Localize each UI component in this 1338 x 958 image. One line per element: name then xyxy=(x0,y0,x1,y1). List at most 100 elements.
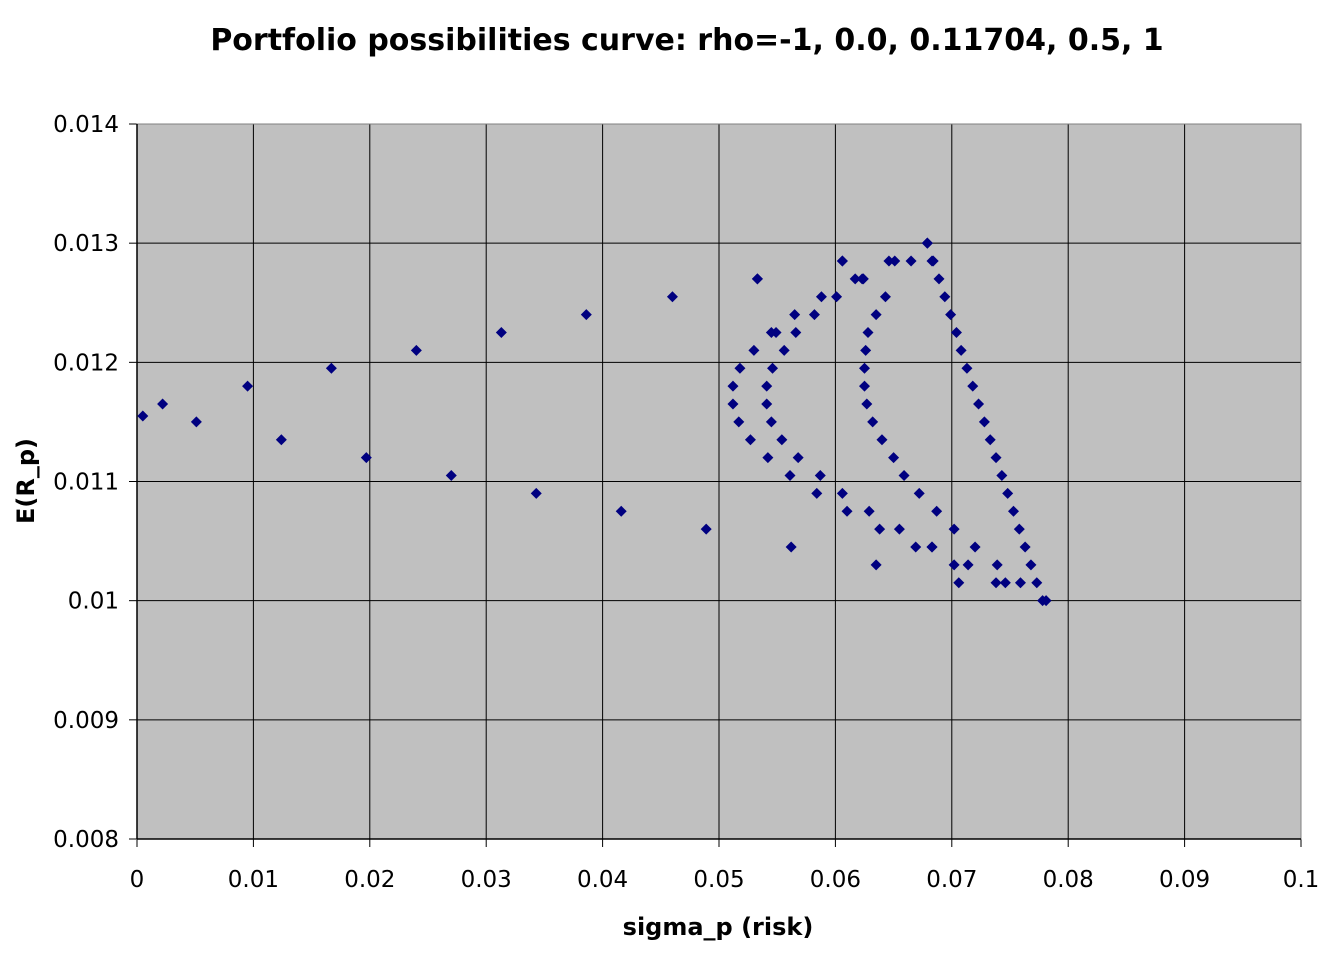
data-point-series-2 xyxy=(883,255,895,267)
data-point-series-4 xyxy=(991,559,1003,571)
y-axis-label: E(R_p) xyxy=(12,438,40,524)
data-point-series-4 xyxy=(898,470,910,482)
x-tick-label: 0.07 xyxy=(926,867,977,893)
data-point-series-2 xyxy=(762,452,774,464)
data-point-series-2 xyxy=(727,380,739,392)
x-tick-label: 0 xyxy=(130,867,145,893)
y-tick-label: 0.008 xyxy=(53,827,119,853)
data-point-series-5 xyxy=(939,291,951,303)
data-point-series-5 xyxy=(973,398,985,410)
x-tick-label: 0.02 xyxy=(344,867,395,893)
data-point-series-1 xyxy=(666,291,678,303)
data-point-series-3 xyxy=(808,309,820,321)
data-point-series-3 xyxy=(767,362,779,374)
x-axis-label: sigma_p (risk) xyxy=(623,913,814,941)
data-point-series-2 xyxy=(841,505,853,517)
x-tick-label: 0.01 xyxy=(228,867,279,893)
data-point-series-2 xyxy=(849,273,861,285)
data-point-series-3 xyxy=(962,559,974,571)
data-point-series-2 xyxy=(910,541,922,553)
data-point-series-5 xyxy=(927,255,939,267)
x-tick-label: 0.1 xyxy=(1283,867,1320,893)
data-point-series-4 xyxy=(860,344,872,356)
data-point-series-1 xyxy=(530,487,542,499)
data-point-series-3 xyxy=(792,452,804,464)
data-point-series-4 xyxy=(879,291,891,303)
data-point-series-5 xyxy=(967,380,979,392)
y-axis-tick-labels: 0.014 0.013 0.012 0.011 0.01 0.009 0.008 xyxy=(53,112,119,853)
data-point-series-3 xyxy=(814,470,826,482)
axes xyxy=(129,123,1302,847)
x-tick-label: 0.09 xyxy=(1159,867,1210,893)
y-tick-label: 0.012 xyxy=(53,350,119,376)
x-axis-tick-labels: 0 0.01 0.02 0.03 0.04 0.05 0.06 0.07 0.08 0.09 0.1 xyxy=(130,867,1320,893)
data-point-series-1 xyxy=(495,327,507,339)
data-point-series-4 xyxy=(888,452,900,464)
data-point-series-4 xyxy=(913,487,925,499)
data-point-series-1 xyxy=(325,362,337,374)
data-point-series-4 xyxy=(836,255,848,267)
x-tick-label: 0.08 xyxy=(1043,867,1094,893)
data-point-series-1 xyxy=(615,505,627,517)
data-point-series-1 xyxy=(242,380,254,392)
data-points xyxy=(137,237,1052,607)
data-point-series-1 xyxy=(870,559,882,571)
data-point-series-5 xyxy=(1025,559,1037,571)
data-point-series-2 xyxy=(815,291,827,303)
data-point-series-4 xyxy=(905,255,917,267)
data-point-series-3 xyxy=(761,398,773,410)
data-point-series-4 xyxy=(867,416,879,428)
data-point-series-5 xyxy=(921,237,933,249)
data-point-series-3 xyxy=(831,291,843,303)
data-point-series-1 xyxy=(190,416,202,428)
x-tick-label: 0.03 xyxy=(461,867,512,893)
data-point-series-3 xyxy=(765,327,777,339)
data-point-series-1 xyxy=(785,541,797,553)
data-point-series-2 xyxy=(948,559,960,571)
y-tick-label: 0.013 xyxy=(53,231,119,257)
x-tick-label: 0.04 xyxy=(577,867,628,893)
data-point-series-5 xyxy=(990,452,1002,464)
data-point-series-5 xyxy=(950,327,962,339)
data-point-series-3 xyxy=(765,416,777,428)
data-point-series-5 xyxy=(1031,577,1043,589)
data-point-series-3 xyxy=(999,577,1011,589)
data-point-series-5 xyxy=(1019,541,1031,553)
data-point-series-2 xyxy=(751,273,763,285)
data-point-series-3 xyxy=(893,523,905,535)
data-point-series-1 xyxy=(137,410,149,422)
data-point-series-5 xyxy=(955,344,967,356)
data-point-series-5 xyxy=(996,470,1008,482)
y-tick-label: 0.014 xyxy=(53,112,119,138)
data-point-series-1 xyxy=(157,398,169,410)
data-point-series-3 xyxy=(836,487,848,499)
y-tick-label: 0.009 xyxy=(53,708,119,734)
data-point-series-4 xyxy=(862,327,874,339)
data-point-series-5 xyxy=(984,434,996,446)
data-point-series-2 xyxy=(874,523,886,535)
data-point-series-1 xyxy=(700,523,712,535)
data-point-series-2 xyxy=(733,416,745,428)
data-point-series-4 xyxy=(870,309,882,321)
data-point-series-2 xyxy=(744,434,756,446)
data-point-series-2 xyxy=(811,487,823,499)
y-tick-label: 0.011 xyxy=(53,470,119,496)
data-point-series-4 xyxy=(857,273,869,285)
x-tick-label: 0.06 xyxy=(810,867,861,893)
data-point-series-5 xyxy=(933,273,945,285)
data-point-series-3 xyxy=(776,434,788,446)
data-point-series-2 xyxy=(789,309,801,321)
data-point-series-5 xyxy=(953,577,965,589)
data-point-series-3 xyxy=(761,380,773,392)
data-point-series-3 xyxy=(790,327,802,339)
data-point-series-4 xyxy=(876,434,888,446)
data-point-series-2 xyxy=(990,577,1002,589)
data-point-series-2 xyxy=(784,470,796,482)
data-point-series-2 xyxy=(734,362,746,374)
data-point-series-4 xyxy=(859,380,870,392)
chart-title: Portfolio possibilities curve: rho=-1, 0… xyxy=(210,23,1163,58)
data-point-series-5 xyxy=(961,362,973,374)
data-point-series-5 xyxy=(978,416,990,428)
